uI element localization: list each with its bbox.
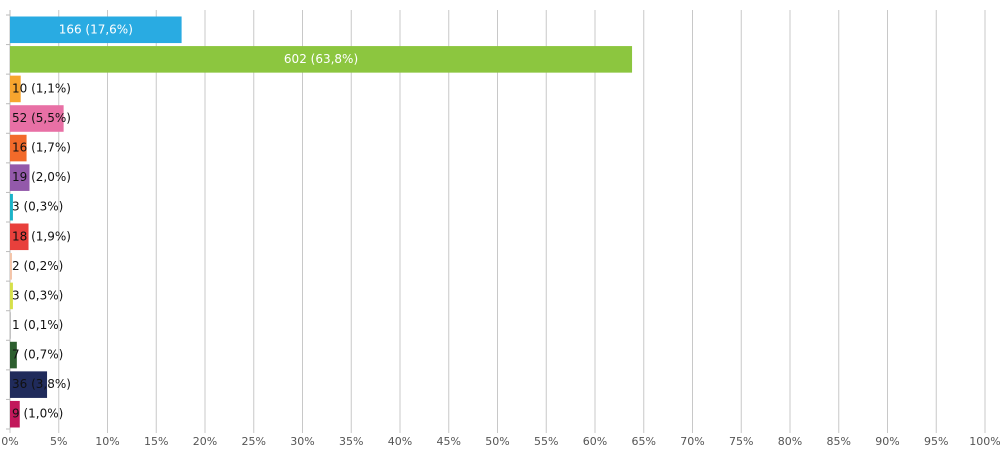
bar — [10, 223, 29, 251]
bar — [10, 400, 20, 428]
bar — [10, 46, 633, 73]
x-tick-label: 0% — [1, 435, 18, 448]
value-label: 19 (2,0%) — [12, 170, 71, 184]
x-tick-label: 55% — [534, 435, 558, 448]
bar — [10, 75, 21, 103]
x-tick-label: 100% — [969, 435, 1000, 448]
x-tick-label: 80% — [778, 435, 802, 448]
value-label: 9 (1,0%) — [12, 407, 63, 421]
x-tick-label: 60% — [583, 435, 607, 448]
x-tick-label: 75% — [729, 435, 753, 448]
value-label: 2 (0,2%) — [12, 259, 63, 273]
x-tick-label: 70% — [680, 435, 704, 448]
bar — [10, 134, 27, 162]
x-tick-label: 45% — [437, 435, 461, 448]
x-tick-label: 85% — [827, 435, 851, 448]
bar — [10, 105, 64, 132]
bar — [10, 164, 30, 191]
bar — [10, 312, 11, 339]
x-tick-label: 25% — [242, 435, 266, 448]
value-label: 52 (5,5%) — [12, 111, 71, 125]
value-label: 7 (0,7%) — [12, 348, 63, 362]
value-label: 16 (1,7%) — [12, 141, 71, 155]
value-label: 3 (0,3%) — [12, 288, 63, 302]
value-label: 166 (17,6%) — [59, 22, 133, 36]
bar — [10, 253, 12, 280]
value-label: 36 (3,8%) — [12, 377, 71, 391]
value-label: 3 (0,3%) — [12, 200, 63, 214]
bar — [10, 282, 13, 310]
x-tick-label: 15% — [144, 435, 168, 448]
x-tick-label: 10% — [95, 435, 119, 448]
value-label: 10 (1,1%) — [12, 81, 71, 95]
bar — [10, 371, 48, 398]
bar — [10, 193, 13, 221]
bar — [10, 16, 182, 44]
x-tick-label: 5% — [50, 435, 67, 448]
x-tick-label: 40% — [388, 435, 412, 448]
value-label: 1 (0,1%) — [12, 318, 63, 332]
x-tick-label: 35% — [339, 435, 363, 448]
x-tick-label: 65% — [632, 435, 656, 448]
value-label: 18 (1,9%) — [12, 229, 71, 243]
x-tick-label: 30% — [290, 435, 314, 448]
value-label: 602 (63,8%) — [284, 52, 358, 66]
x-tick-label: 90% — [875, 435, 899, 448]
bar — [10, 341, 17, 369]
x-tick-label: 50% — [485, 435, 509, 448]
x-tick-label: 20% — [193, 435, 217, 448]
x-tick-label: 95% — [924, 435, 948, 448]
